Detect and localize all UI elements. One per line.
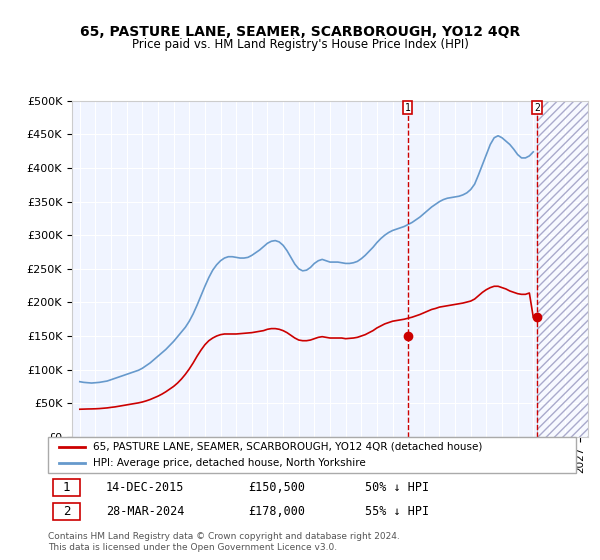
- Text: Price paid vs. HM Land Registry's House Price Index (HPI): Price paid vs. HM Land Registry's House …: [131, 38, 469, 51]
- Text: 1: 1: [63, 482, 70, 494]
- Text: 55% ↓ HPI: 55% ↓ HPI: [365, 505, 429, 518]
- FancyBboxPatch shape: [48, 437, 576, 473]
- Text: 2: 2: [534, 102, 540, 113]
- Text: 1: 1: [404, 102, 410, 113]
- Text: Contains HM Land Registry data © Crown copyright and database right 2024.
This d: Contains HM Land Registry data © Crown c…: [48, 532, 400, 552]
- Text: 2: 2: [63, 505, 70, 518]
- Text: 28-MAR-2024: 28-MAR-2024: [106, 505, 184, 518]
- Bar: [537, 101, 588, 437]
- FancyBboxPatch shape: [53, 503, 80, 520]
- Text: £150,500: £150,500: [248, 482, 305, 494]
- Text: 65, PASTURE LANE, SEAMER, SCARBOROUGH, YO12 4QR (detached house): 65, PASTURE LANE, SEAMER, SCARBOROUGH, Y…: [93, 442, 482, 452]
- Text: HPI: Average price, detached house, North Yorkshire: HPI: Average price, detached house, Nort…: [93, 458, 365, 468]
- Text: 50% ↓ HPI: 50% ↓ HPI: [365, 482, 429, 494]
- Text: 14-DEC-2015: 14-DEC-2015: [106, 482, 184, 494]
- Bar: [537, 101, 588, 437]
- FancyBboxPatch shape: [53, 479, 80, 497]
- Text: £178,000: £178,000: [248, 505, 305, 518]
- Text: 65, PASTURE LANE, SEAMER, SCARBOROUGH, YO12 4QR: 65, PASTURE LANE, SEAMER, SCARBOROUGH, Y…: [80, 25, 520, 39]
